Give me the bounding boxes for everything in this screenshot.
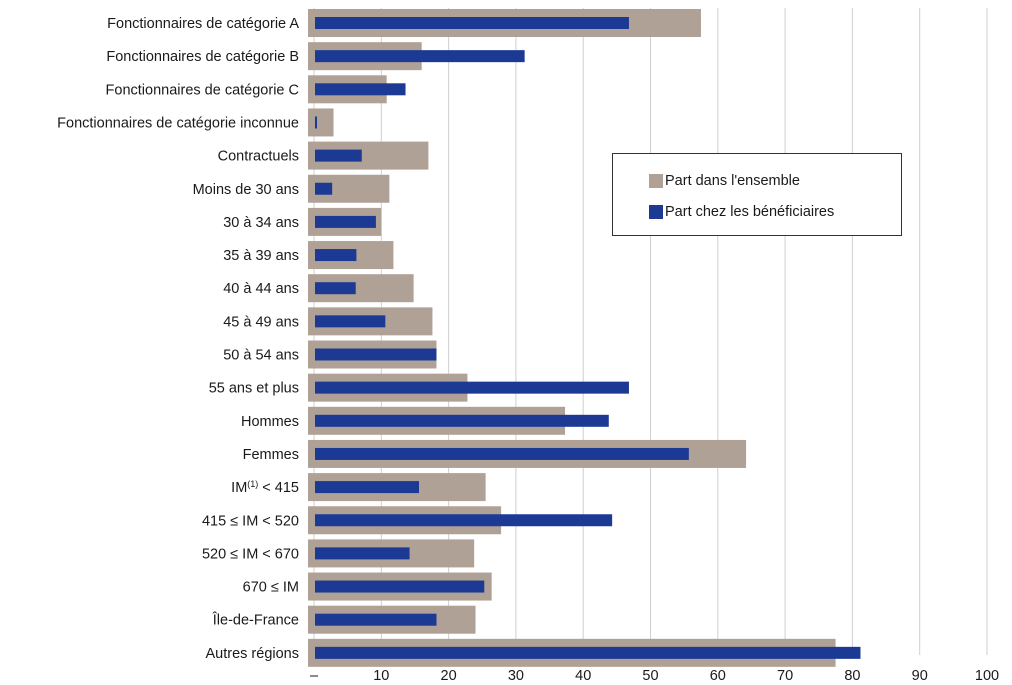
category-label: 670 ≤ IM: [243, 580, 299, 596]
category-label: 35 à 39 ans: [223, 248, 299, 264]
bar-beneficiaires: [315, 249, 357, 262]
bar-beneficiaires: [315, 17, 629, 29]
bar-beneficiaires: [315, 381, 629, 394]
category-label: Moins de 30 ans: [193, 182, 299, 198]
bar-beneficiaires: [315, 50, 525, 63]
x-tick-label: 60: [710, 668, 726, 684]
legend-label-ensemble: Part dans l'ensemble: [665, 173, 800, 189]
legend-item-beneficiaires: Part chez les bénéficiaires: [649, 204, 834, 220]
x-tick-label: –: [310, 668, 319, 684]
category-label: 45 à 49 ans: [223, 314, 299, 330]
bar-beneficiaires: [315, 282, 356, 295]
category-label: IM(1) < 415: [231, 479, 299, 496]
bar-beneficiaires: [315, 116, 317, 129]
bar-beneficiaires: [315, 447, 689, 460]
x-tick-label: 30: [508, 668, 524, 684]
bar-beneficiaires: [315, 414, 609, 427]
category-label: Contractuels: [218, 149, 299, 165]
legend-swatch-beneficiaires: [649, 205, 663, 219]
bar-beneficiaires: [315, 547, 410, 560]
bar-beneficiaires: [315, 315, 386, 328]
category-label: Fonctionnaires de catégorie A: [107, 16, 299, 32]
category-label: 520 ≤ IM < 670: [202, 546, 299, 562]
x-tick-label: 40: [575, 668, 591, 684]
bars-layer: [308, 9, 861, 667]
legend-swatch-ensemble: [649, 174, 663, 188]
category-labels: Fonctionnaires de catégorie A Fonctionnai…: [57, 16, 299, 662]
x-tick-label: 10: [373, 668, 389, 684]
bar-beneficiaires: [315, 613, 437, 626]
bar-beneficiaires: [315, 646, 861, 659]
category-label: 30 à 34 ans: [223, 215, 299, 231]
category-label: 50 à 54 ans: [223, 348, 299, 364]
category-label: 415 ≤ IM < 520: [202, 513, 299, 529]
bar-beneficiaires: [315, 215, 376, 228]
x-tick-label: 70: [777, 668, 793, 684]
category-label: Hommes: [241, 414, 299, 430]
category-label: Femmes: [243, 447, 299, 463]
x-tick-label: 50: [642, 668, 658, 684]
grid-layer: [313, 8, 988, 655]
legend-item-ensemble: Part dans l'ensemble: [649, 173, 800, 189]
x-tick-label: 90: [912, 668, 928, 684]
bar-beneficiaires: [315, 481, 419, 494]
bar-beneficiaires: [315, 83, 406, 96]
legend-label-beneficiaires: Part chez les bénéficiaires: [665, 204, 835, 220]
legend: Part dans l'ensemble Part chez les bénéf…: [612, 153, 902, 236]
x-tick-label: 20: [441, 668, 457, 684]
bar-beneficiaires: [315, 182, 333, 195]
category-label: 40 à 44 ans: [223, 281, 299, 297]
bar-beneficiaires: [315, 149, 362, 162]
category-label: Fonctionnaires de catégorie C: [106, 82, 299, 98]
bar-beneficiaires: [315, 580, 485, 593]
bar-beneficiaires: [315, 348, 437, 361]
x-axis-ticks: – 10 20 30 40 50 60 70 80 90 100: [310, 668, 999, 684]
bar-ensemble: [308, 108, 334, 137]
category-label: Île-de-France: [212, 612, 299, 629]
category-label: Fonctionnaires de catégorie B: [106, 49, 299, 65]
category-label: 55 ans et plus: [209, 381, 299, 397]
x-tick-label: 100: [975, 668, 999, 684]
bar-beneficiaires: [315, 514, 613, 527]
x-tick-label: 80: [844, 668, 860, 684]
category-label: Autres régions: [206, 646, 300, 662]
category-label: Fonctionnaires de catégorie inconnue: [57, 115, 299, 131]
